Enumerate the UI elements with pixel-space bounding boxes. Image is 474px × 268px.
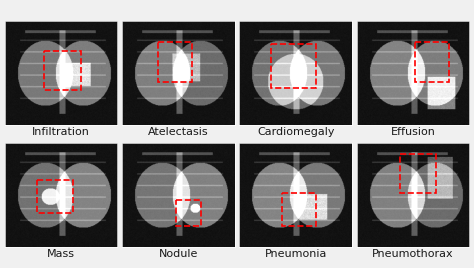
X-axis label: Mass: Mass [47, 249, 75, 259]
X-axis label: Atelectasis: Atelectasis [148, 128, 209, 137]
Bar [271, 44, 316, 88]
Bar [176, 200, 201, 226]
Bar [415, 42, 449, 81]
X-axis label: Pneumothorax: Pneumothorax [372, 249, 454, 259]
X-axis label: Pneumonia: Pneumonia [264, 249, 327, 259]
Bar [283, 193, 316, 226]
X-axis label: Cardiomegaly: Cardiomegaly [257, 128, 334, 137]
X-axis label: Nodule: Nodule [159, 249, 198, 259]
Bar [36, 180, 73, 213]
X-axis label: Effusion: Effusion [391, 128, 435, 137]
Bar [400, 154, 436, 193]
Bar [158, 42, 192, 81]
Bar [45, 51, 81, 90]
X-axis label: Infiltration: Infiltration [32, 128, 90, 137]
